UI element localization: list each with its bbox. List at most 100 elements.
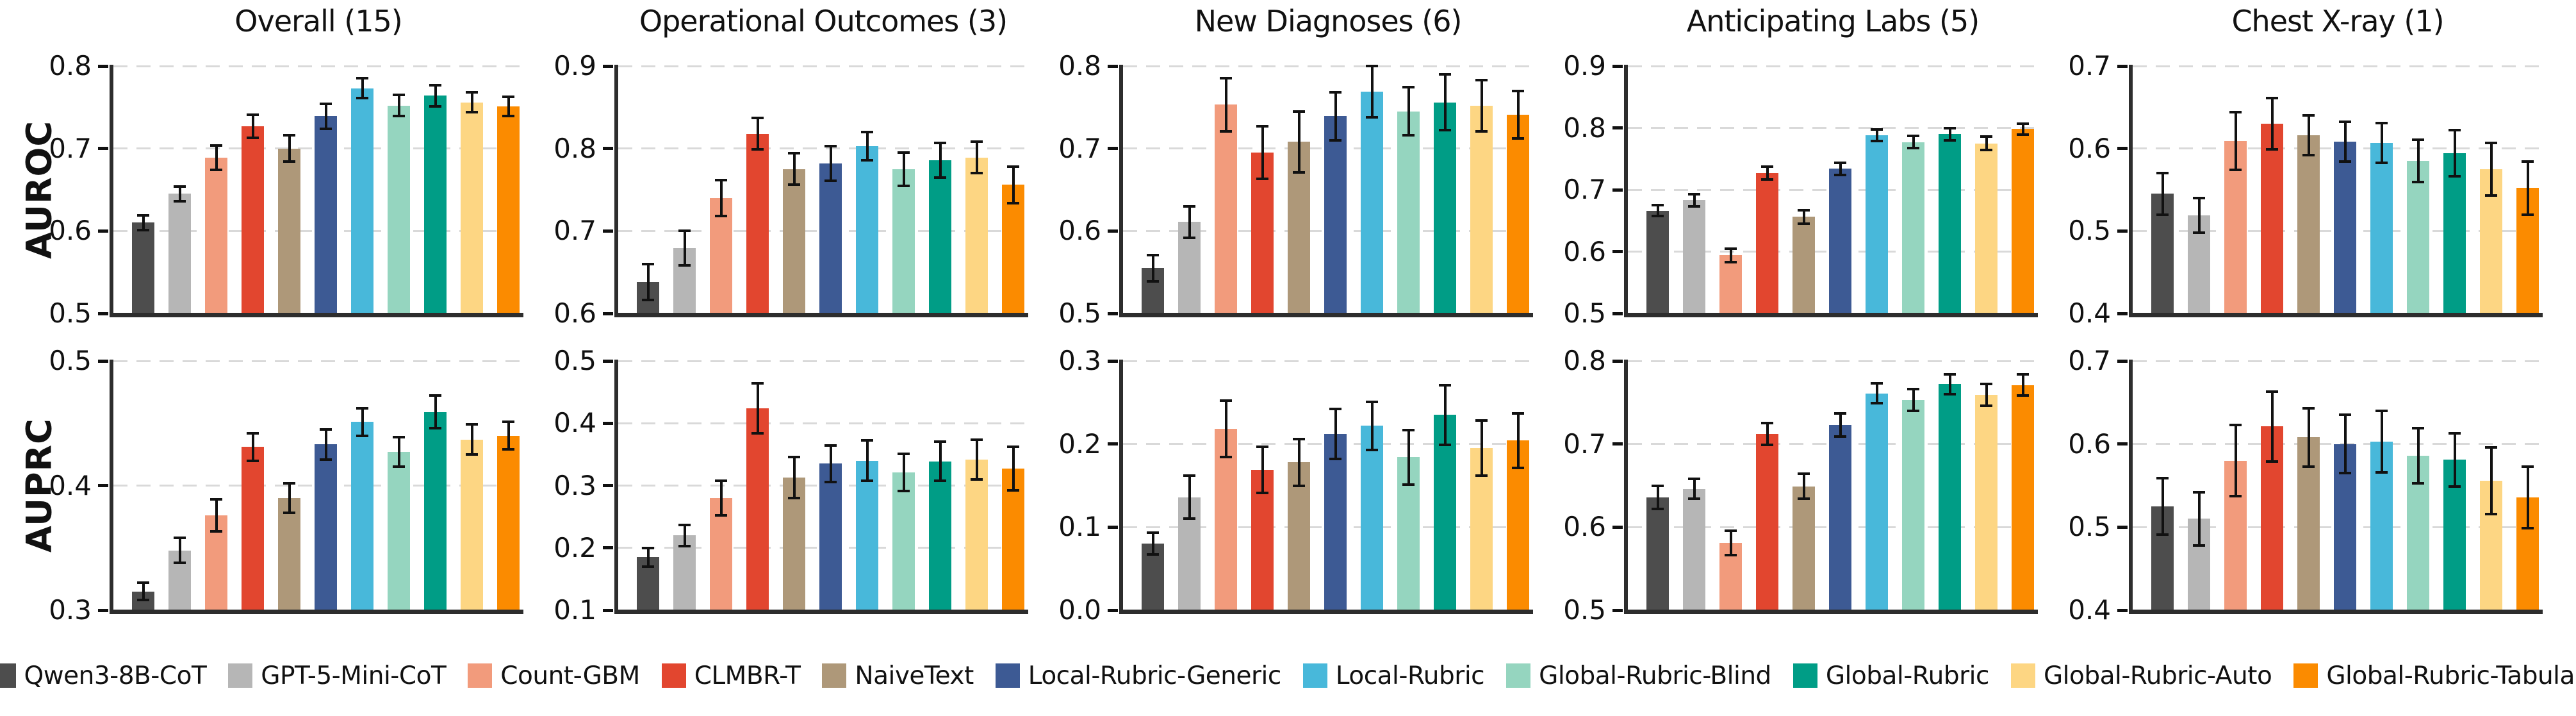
bar-CLMBR-T	[1756, 172, 1778, 313]
legend-item-Global-Rubric-Tabular: Global-Rubric-Tabular	[2293, 662, 2576, 690]
error-bar-cap-top	[642, 546, 654, 549]
bar-Global-Rubric-Tabular	[1507, 114, 1529, 313]
error-bar-cap-bottom	[2229, 495, 2242, 498]
legend-label: CLMBR-T	[694, 661, 801, 690]
error-bar	[434, 85, 437, 107]
error-bar-cap-top	[1402, 86, 1415, 89]
y-tick-mark	[2117, 147, 2128, 151]
y-tick-mark	[2117, 229, 2128, 233]
error-bar	[2307, 408, 2310, 467]
error-bar-cap-bottom	[1293, 484, 1305, 487]
error-bar	[902, 153, 905, 186]
y-tick-mark	[603, 64, 613, 68]
error-bar-cap-top	[137, 213, 149, 217]
error-bar-cap-top	[283, 134, 295, 137]
y-tick-label: 0.1	[554, 594, 596, 626]
error-bar	[902, 453, 905, 492]
x-axis-spine	[1119, 610, 1533, 614]
y-tick-label: 0.2	[554, 531, 596, 563]
bar-Local-Rubric-Generic	[315, 116, 337, 313]
y-tick-label: 0.9	[554, 50, 596, 81]
y-tick-label: 0.8	[554, 132, 596, 164]
error-bar	[866, 440, 869, 481]
bar-Qwen3-8B-CoT	[1646, 497, 1669, 610]
legend-swatch	[1302, 663, 1327, 688]
y-tick-mark	[603, 147, 613, 151]
error-bar	[178, 538, 181, 563]
error-bar	[178, 186, 181, 201]
error-bar-cap-top	[2412, 138, 2424, 141]
error-bar-cap-top	[1512, 89, 1524, 92]
gridline	[1123, 360, 1533, 362]
error-bar-cap-top	[247, 113, 259, 116]
bar-Global-Rubric-Tabular	[497, 435, 520, 610]
y-tick-mark	[1108, 359, 1118, 363]
error-bar-cap-bottom	[2339, 160, 2351, 163]
y-axis-spine	[110, 360, 113, 614]
y-tick-label: 0.6	[1563, 235, 1606, 267]
y-tick-label: 0.4	[49, 469, 92, 501]
bar-NaiveText	[278, 497, 300, 610]
error-bar-cap-bottom	[2017, 133, 2029, 137]
error-bar-cap-bottom	[715, 514, 727, 517]
error-bar-cap-bottom	[1652, 507, 1664, 510]
bar-Global-Rubric-Blind	[388, 105, 410, 313]
gridline	[1628, 360, 2038, 362]
y-tick-label: 0.7	[1563, 428, 1606, 460]
y-tick-mark	[603, 546, 613, 550]
y-tick-label: 0.1	[1058, 511, 1101, 543]
x-axis-spine	[2129, 313, 2543, 317]
bar-Global-Rubric-Tabular	[1002, 185, 1024, 313]
error-bar-cap-top	[393, 94, 405, 97]
error-bar-cap-bottom	[393, 115, 405, 118]
y-axis-spine	[614, 360, 618, 614]
error-bar-cap-bottom	[898, 184, 910, 187]
legend-swatch	[228, 663, 253, 688]
error-bar	[2526, 162, 2529, 215]
error-bar	[2343, 415, 2347, 474]
bar-Qwen3-8B-CoT	[1646, 210, 1669, 313]
legend: Qwen3-8B-CoT GPT-5-Mini-CoT Count-GBM CLMBR…	[0, 655, 2576, 696]
error-bar-cap-bottom	[934, 479, 946, 482]
error-bar-cap-top	[2017, 372, 2029, 376]
error-bar-cap-top	[715, 178, 727, 181]
error-bar	[1875, 129, 1878, 141]
error-bar-cap-bottom	[1475, 129, 1488, 133]
bar-Local-Rubric-Generic	[1324, 434, 1347, 610]
error-bar-cap-bottom	[861, 158, 873, 162]
error-bar	[507, 96, 510, 117]
error-bar-cap-top	[1402, 428, 1415, 431]
panel-auroc-3: 0.9 0.8 0.7 0.6 0.5	[1563, 51, 2038, 329]
error-bar-cap-top	[2302, 114, 2315, 117]
error-bar	[1443, 74, 1447, 131]
error-bar-cap-top	[2522, 160, 2534, 163]
error-bar-cap-top	[1980, 135, 1992, 138]
legend-label: Global-Rubric	[1825, 661, 1990, 690]
error-bar-cap-top	[751, 382, 764, 385]
error-bar-cap-top	[2266, 97, 2278, 100]
error-bar-cap-top	[1834, 161, 1846, 164]
error-bar-cap-bottom	[1402, 134, 1415, 137]
legend-item-Local-Rubric: Local-Rubric	[1302, 662, 1485, 690]
error-bar-cap-top	[2017, 122, 2029, 125]
y-tick-label: 0.2	[1058, 428, 1101, 460]
error-bar	[1656, 205, 1659, 217]
y-tick-label: 0.4	[554, 407, 596, 439]
error-bar	[1656, 485, 1659, 509]
error-bar-cap-top	[2375, 409, 2388, 412]
error-bar-cap-bottom	[283, 512, 295, 515]
error-bar-cap-bottom	[1329, 138, 1341, 142]
error-bar	[2526, 466, 2529, 528]
bar-Global-Rubric-Blind	[1902, 399, 1924, 610]
error-bar	[2161, 478, 2164, 535]
error-bar-cap-top	[1652, 204, 1664, 207]
error-bar-cap-top	[466, 423, 478, 426]
y-tick-mark	[1108, 312, 1118, 315]
y-tick-mark	[98, 484, 108, 487]
y-axis-spine	[1119, 65, 1123, 317]
error-bar-cap-bottom	[2266, 147, 2278, 151]
error-bar	[939, 442, 942, 481]
error-bar-cap-top	[283, 481, 295, 485]
error-bar-cap-bottom	[1220, 129, 1232, 133]
error-bar-cap-bottom	[1183, 236, 1195, 239]
